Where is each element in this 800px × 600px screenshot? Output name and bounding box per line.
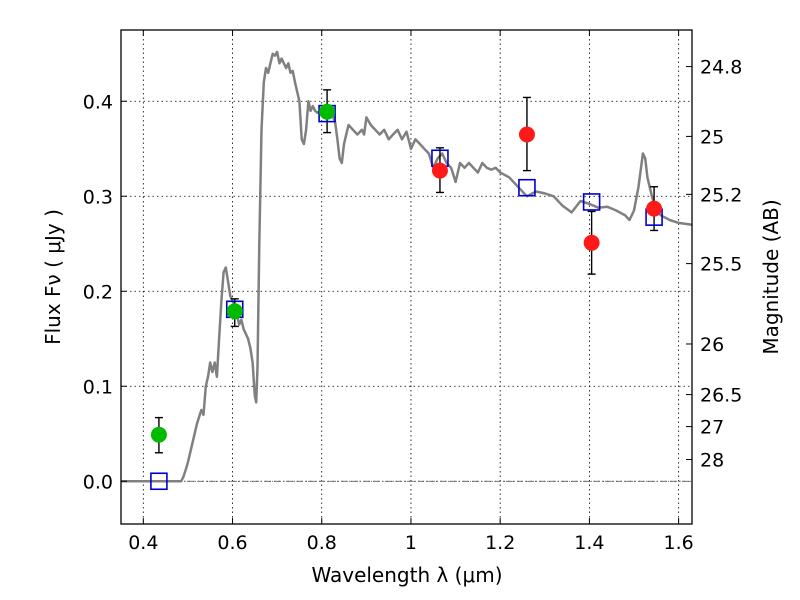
tick-layer: 0.4 0.6 0.8 1 1.2 1.4 1.6 0.0 0.1 0.2 0.3 0.4 24.8 25… — [83, 30, 742, 554]
plot-frame — [120, 29, 693, 525]
x-tick-label: 1.4 — [574, 532, 604, 554]
y2-tick-label: 28 — [700, 449, 724, 471]
red-data-point — [646, 200, 663, 217]
spectrum-layer — [121, 50, 693, 483]
y-tick-label: 0.0 — [83, 471, 113, 493]
y-axis-label: Flux Fν ( μJy ) — [41, 209, 65, 345]
x-axis-label: Wavelength λ (μm) — [311, 563, 502, 587]
red-data-point — [518, 126, 535, 143]
y-tick-label: 0.4 — [83, 91, 113, 113]
errorbar-layer — [154, 89, 659, 454]
red-data-point — [583, 234, 600, 251]
marker-layer — [150, 103, 663, 491]
y2-tick-label: 26.5 — [700, 385, 742, 407]
x-tick-label: 0.6 — [217, 532, 247, 554]
y2-tick-label: 27 — [700, 417, 724, 439]
y2-tick-label: 26 — [700, 334, 724, 356]
model-square-marker — [582, 193, 601, 211]
model-square-marker — [150, 472, 168, 491]
x-tick-label: 1.2 — [485, 532, 515, 554]
x-tick-label: 0.4 — [128, 532, 158, 554]
y2-tick-label: 24.8 — [700, 57, 742, 79]
x-tick-label: 0.8 — [307, 532, 337, 554]
y2-tick-label: 25.2 — [700, 184, 742, 206]
y-tick-label: 0.3 — [83, 186, 113, 208]
y-tick-label: 0.1 — [83, 376, 113, 398]
grid-layer — [121, 30, 692, 524]
red-data-point — [431, 162, 448, 179]
y2-axis-label: Magnitude (AB) — [759, 199, 783, 354]
y2-tick-label: 25.5 — [700, 254, 742, 276]
x-tick-label: 1.6 — [664, 532, 694, 554]
green-data-point — [150, 426, 167, 443]
model-spectrum-line — [121, 50, 693, 483]
green-data-point — [319, 103, 336, 120]
x-tick-label: 1 — [405, 532, 417, 554]
y2-tick-label: 25 — [700, 126, 724, 148]
y-tick-label: 0.2 — [83, 281, 113, 303]
green-data-point — [226, 303, 243, 320]
model-square-marker — [518, 178, 536, 197]
